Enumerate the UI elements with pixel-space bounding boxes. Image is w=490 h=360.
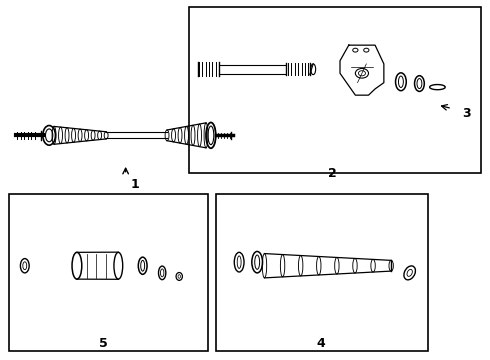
Text: 2: 2 [328,167,337,180]
Text: 5: 5 [99,337,108,350]
Text: 4: 4 [316,337,325,350]
Text: 1: 1 [130,178,139,191]
Text: 3: 3 [462,107,470,120]
